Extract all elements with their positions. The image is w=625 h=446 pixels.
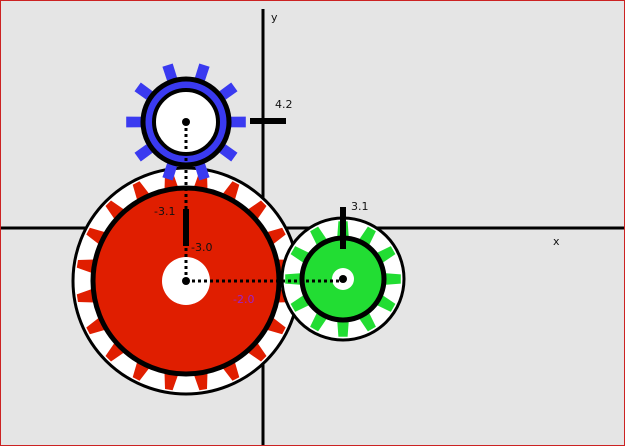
distance-label: -2.0 [233, 293, 254, 306]
blue-x-readout-label: -3.1 [154, 205, 175, 218]
blue-y-marker-label: 4.2 [275, 98, 293, 111]
red-y-readout-label: -3.0 [191, 241, 212, 254]
green-y-marker-label: 3.1 [351, 200, 369, 213]
x-axis-label: x [553, 235, 560, 248]
green-gear[interactable] [280, 216, 406, 342]
green-gear-center [339, 275, 347, 283]
y-axis-label: y [271, 11, 278, 24]
